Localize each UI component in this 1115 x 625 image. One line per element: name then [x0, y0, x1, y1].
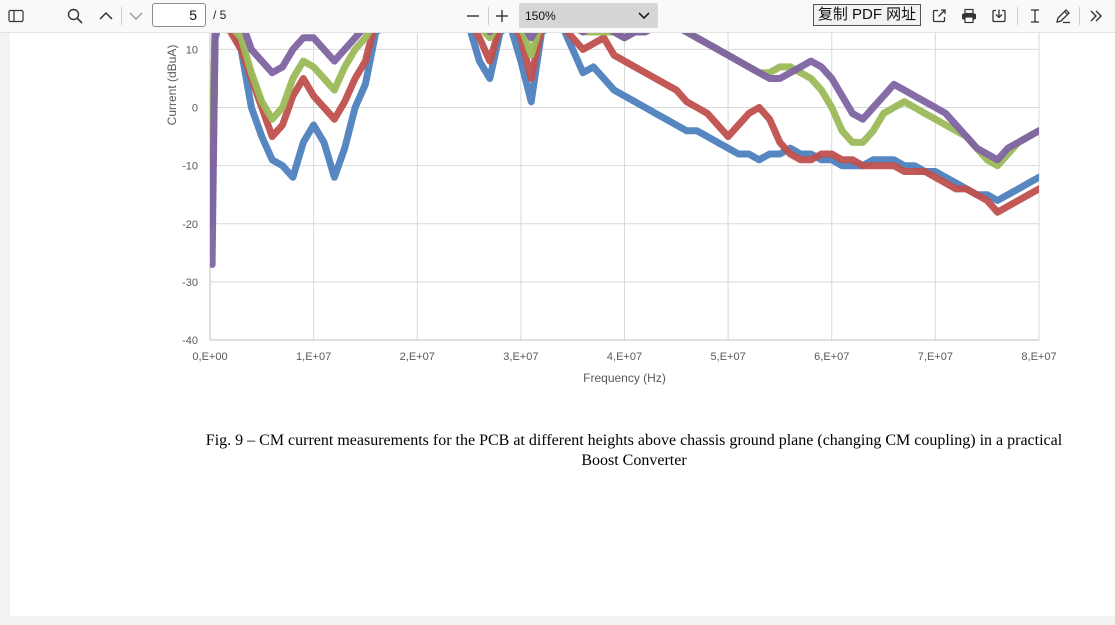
search-icon: [67, 8, 83, 24]
y-tick-label: -10: [182, 161, 198, 173]
toolbar-divider: [488, 7, 489, 25]
search-button[interactable]: [63, 0, 87, 32]
minus-icon: [467, 15, 479, 17]
pen-icon: [1056, 9, 1070, 24]
more-chevrons-icon: [1090, 10, 1102, 22]
draw-button[interactable]: [1051, 0, 1075, 32]
pdf-toolbar: / 5 150% 复制 PDF 网址: [0, 0, 1115, 33]
chevron-down-icon: [638, 12, 650, 20]
cm-current-chart: 10 0 -10 -20 -30 -40 0,E+00 1,E+07 2,E+07 3,E+07 4…: [165, 33, 1057, 385]
x-tick-label: 0,E+00: [192, 351, 227, 363]
text-select-button[interactable]: [1023, 0, 1047, 32]
pdf-page: 10 0 -10 -20 -30 -40 0,E+00 1,E+07 2,E+07 3,E+07 4…: [10, 33, 1115, 616]
x-tick-label: 8,E+07: [1021, 351, 1056, 363]
y-tick-label: -30: [182, 277, 198, 289]
series-line: [210, 33, 1039, 268]
toolbar-divider: [1017, 7, 1018, 25]
toolbar-divider: [121, 7, 122, 25]
sidebar-toggle-button[interactable]: [4, 0, 28, 32]
series-line: [210, 33, 1039, 216]
y-tick-label: 0: [192, 103, 198, 115]
print-icon: [962, 8, 976, 24]
zoom-value: 150%: [525, 9, 556, 23]
caption-line-2: Boost Converter: [581, 452, 687, 469]
y-tick-label: -40: [182, 335, 198, 347]
open-external-button[interactable]: [927, 0, 951, 32]
save-button[interactable]: [987, 0, 1011, 32]
y-tick-label: -20: [182, 219, 198, 231]
plot-area: [210, 33, 1039, 268]
x-tick-label: 5,E+07: [711, 351, 746, 363]
y-tick-label: 10: [186, 44, 198, 56]
x-tick-label: 7,E+07: [918, 351, 953, 363]
sidebar-icon: [8, 9, 24, 23]
save-icon: [992, 9, 1006, 23]
x-tick-label: 4,E+07: [607, 351, 642, 363]
print-button[interactable]: [957, 0, 981, 32]
y-axis-label: Current (dBuA): [165, 45, 179, 126]
open-external-icon: [932, 9, 946, 23]
zoom-out-button[interactable]: [461, 0, 485, 32]
zoom-select[interactable]: [519, 3, 658, 28]
zoom-dropdown-arrow[interactable]: [634, 0, 654, 32]
x-tick-label: 2,E+07: [400, 351, 435, 363]
x-tick-label: 1,E+07: [296, 351, 331, 363]
plus-icon: [496, 10, 508, 22]
toolbar-divider: [1079, 7, 1080, 25]
chevron-down-icon: [129, 12, 143, 21]
x-tick-label: 6,E+07: [814, 351, 849, 363]
zoom-in-button[interactable]: [490, 0, 514, 32]
previous-page-button[interactable]: [94, 0, 118, 32]
copy-pdf-url-button[interactable]: 复制 PDF 网址: [813, 4, 921, 26]
page-number-input[interactable]: [152, 3, 206, 27]
figure-caption: Fig. 9 – CM current measurements for the…: [153, 431, 1115, 471]
x-tick-label: 3,E+07: [503, 351, 538, 363]
caption-line-1: Fig. 9 – CM current measurements for the…: [205, 432, 1063, 449]
page-total: / 5: [213, 8, 227, 22]
next-page-button[interactable]: [124, 0, 148, 32]
series-line: [210, 33, 1039, 228]
text-cursor-icon: [1031, 9, 1039, 23]
x-axis-label: Frequency (Hz): [583, 371, 666, 385]
more-tools-button[interactable]: [1084, 0, 1108, 32]
chevron-up-icon: [99, 11, 113, 20]
